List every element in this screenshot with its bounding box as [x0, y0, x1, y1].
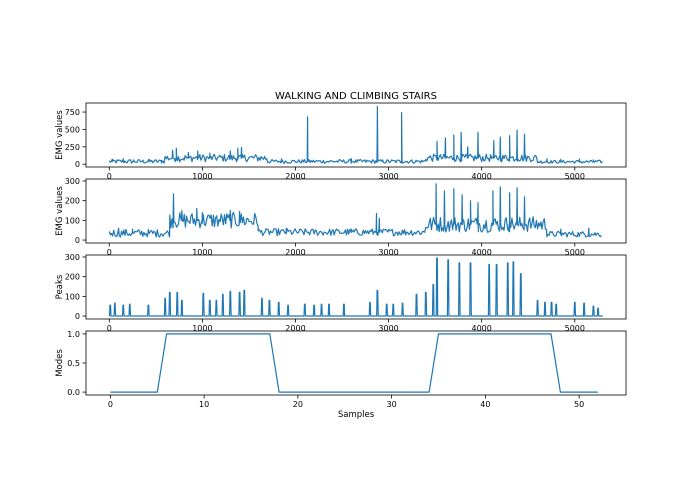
x-tick-label: 2000 — [285, 248, 305, 257]
series-line-4 — [110, 333, 598, 393]
series-line-2 — [108, 183, 603, 238]
y-tick-label: 300 — [65, 253, 80, 262]
x-tick-label: 2000 — [285, 324, 305, 333]
axes-frame — [85, 178, 627, 244]
y-tick-label: 1.0 — [67, 330, 80, 339]
y-axis-label: Modes — [55, 349, 65, 377]
x-tick-label: 40 — [480, 400, 490, 409]
series-line-1 — [108, 105, 603, 164]
axes-frame — [85, 330, 627, 396]
x-tick-label: 0 — [107, 324, 112, 333]
x-tick-label: 20 — [293, 400, 303, 409]
x-tick-label: 30 — [387, 400, 397, 409]
y-tick-label: 0.0 — [67, 388, 80, 397]
x-tick-label: 5000 — [565, 324, 585, 333]
x-tick-label: 1000 — [192, 172, 212, 181]
y-tick-label: 0 — [75, 312, 80, 321]
x-tick-label: 0 — [108, 400, 113, 409]
y-tick-label: 250 — [65, 143, 80, 152]
x-tick-label: 10 — [199, 400, 209, 409]
y-tick-label: 500 — [65, 125, 80, 134]
x-axis-label: Samples — [338, 410, 375, 420]
x-tick-label: 4000 — [472, 172, 492, 181]
y-tick-label: 200 — [65, 273, 80, 282]
y-axis-label: Peaks — [55, 274, 65, 299]
x-tick-label: 0 — [107, 172, 112, 181]
x-tick-label: 50 — [574, 400, 584, 409]
subplot-4: 0 10 20 30 40 50 0.0 0.5 1.0 Modes Samples — [55, 330, 627, 420]
y-tick-label: 300 — [65, 177, 80, 186]
y-axis-label: EMG values — [55, 110, 65, 160]
series-line-3 — [108, 257, 603, 317]
x-tick-label: 3000 — [378, 248, 398, 257]
axes-frame — [85, 254, 627, 320]
x-tick-label: 1000 — [192, 248, 212, 257]
y-tick-label: 100 — [65, 292, 80, 301]
x-tick-label: 0 — [107, 248, 112, 257]
y-tick-label: 750 — [65, 108, 80, 117]
x-tick-label: 5000 — [565, 172, 585, 181]
y-tick-label: 0.5 — [67, 359, 80, 368]
x-tick-label: 3000 — [378, 324, 398, 333]
y-axis-label: EMG values — [55, 186, 65, 236]
chart-title: WALKING AND CLIMBING STAIRS — [275, 91, 437, 102]
x-tick-label: 3000 — [378, 172, 398, 181]
x-tick-label: 4000 — [472, 324, 492, 333]
y-tick-label: 100 — [65, 216, 80, 225]
subplot-3: 0 1000 2000 3000 4000 5000 0 100 200 300 Peaks — [55, 253, 627, 333]
y-tick-label: 0 — [75, 160, 80, 169]
y-tick-label: 200 — [65, 197, 80, 206]
x-tick-label: 4000 — [472, 248, 492, 257]
x-tick-label: 2000 — [285, 172, 305, 181]
x-tick-label: 1000 — [192, 324, 212, 333]
x-tick-label: 5000 — [565, 248, 585, 257]
y-tick-label: 0 — [75, 236, 80, 245]
axes-frame — [85, 102, 627, 168]
